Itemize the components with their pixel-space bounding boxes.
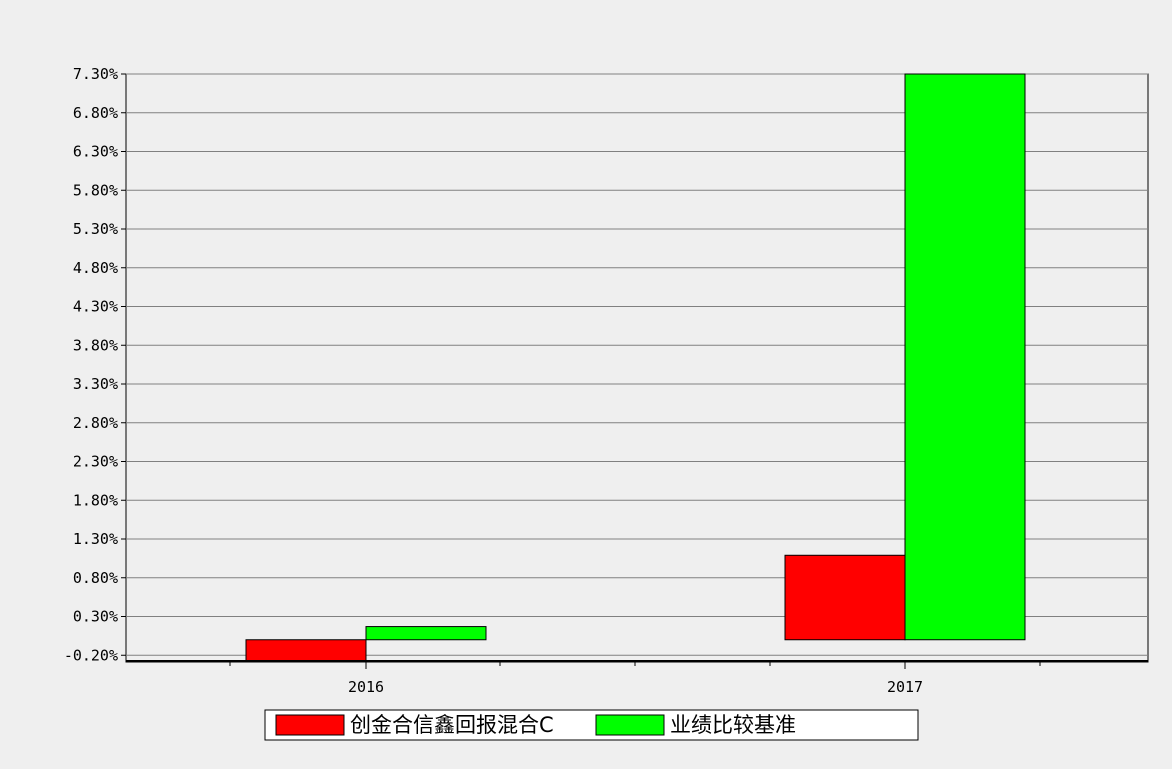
y-tick-label: 5.30% — [73, 220, 118, 238]
bars — [245, 73, 1026, 662]
legend-label-series-2: 业绩比较基准 — [670, 713, 796, 737]
x-tick-label: 2016 — [348, 678, 384, 696]
y-tick-label: 7.30% — [73, 65, 118, 83]
y-tick-label: 1.80% — [73, 491, 118, 509]
legend-swatch-series-1 — [275, 714, 345, 736]
y-tick-label: 5.80% — [73, 181, 118, 199]
y-tick-label: 3.80% — [73, 336, 118, 354]
bar-2017-series-1 — [784, 554, 906, 641]
y-tick-label: 1.30% — [73, 530, 118, 548]
x-axis-ticks: 2016 2017 — [229, 661, 1041, 696]
y-tick-label: 4.80% — [73, 259, 118, 277]
bar-2016-series-2 — [365, 626, 487, 641]
y-tick-label: 0.30% — [73, 608, 118, 626]
legend-swatch-series-2 — [595, 714, 665, 736]
y-tick-label: 0.80% — [73, 569, 118, 587]
legend-box — [264, 709, 919, 741]
y-tick-label: 3.30% — [73, 375, 118, 393]
y-axis-ticks: 7.30% 6.80% 6.30% 5.80% 5.30% 4.80% 4.30% 3.80%… — [64, 65, 126, 664]
y-tick-label: 2.30% — [73, 453, 118, 471]
y-tick-label: -0.20% — [64, 646, 118, 664]
bar-2017-series-2 — [904, 73, 1026, 641]
legend: 创金合信鑫回报混合C 业绩比较基准 — [264, 709, 919, 741]
bar-2016-series-1 — [245, 639, 367, 662]
legend-label-series-1: 创金合信鑫回报混合C — [350, 713, 554, 737]
y-tick-label: 6.80% — [73, 104, 118, 122]
y-tick-label: 2.80% — [73, 414, 118, 432]
y-tick-label: 4.30% — [73, 298, 118, 316]
x-tick-label: 2017 — [887, 678, 923, 696]
y-tick-label: 6.30% — [73, 143, 118, 161]
